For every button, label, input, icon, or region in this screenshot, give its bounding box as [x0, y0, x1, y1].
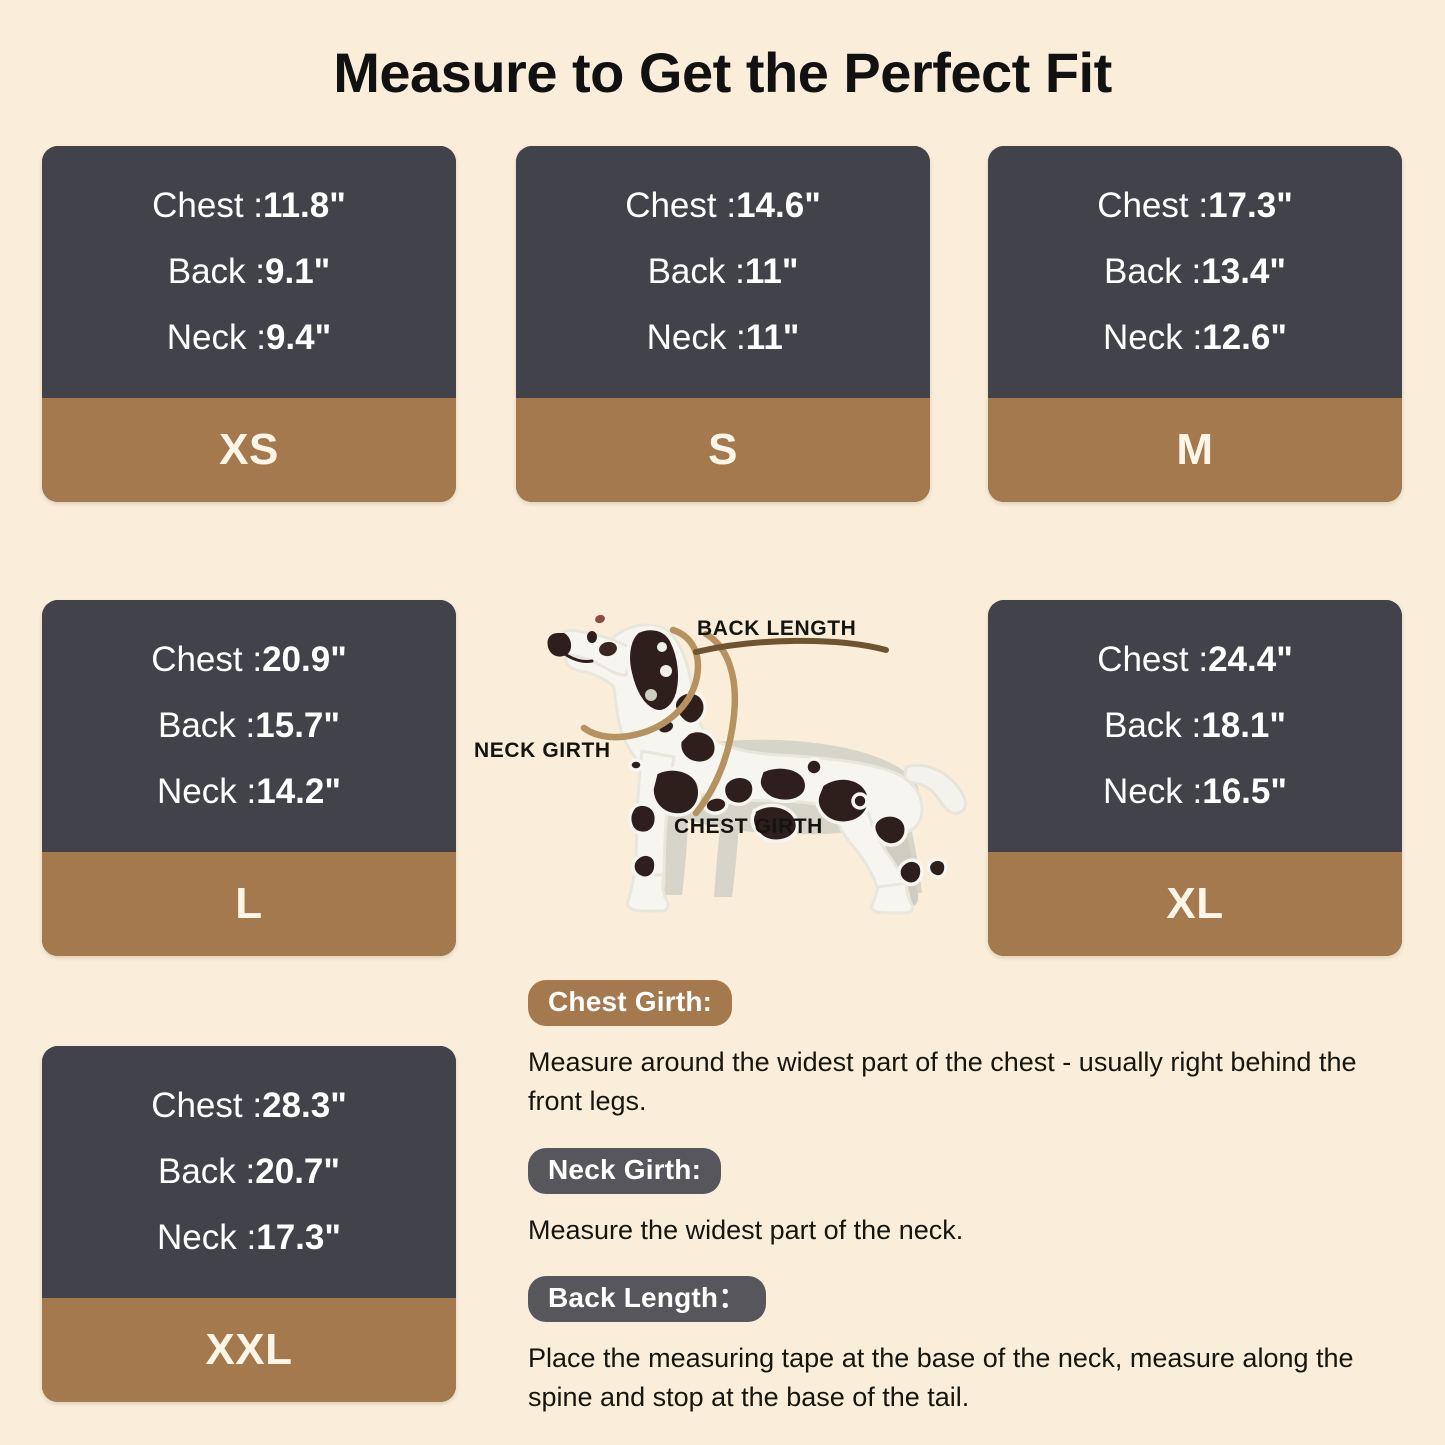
chest-label: Chest : [151, 1085, 263, 1125]
back-measurement: Back : 20.7" [158, 1138, 340, 1204]
neck-measurement: Neck : 9.4" [167, 304, 331, 370]
instruction-text-back-length: Place the measuring tape at the base of … [528, 1343, 1354, 1413]
diagram-label-back-length: BACK LENGTH [697, 617, 857, 640]
chest-label: Chest : [625, 185, 737, 225]
size-card-xxl[interactable]: Chest : 28.3" Back : 20.7" Neck : 17.3" … [42, 1046, 456, 1402]
instruction-pill-back-length: Back Length： [528, 1275, 767, 1323]
chest-label: Chest : [152, 185, 264, 225]
neck-label: Neck : [1103, 317, 1203, 357]
size-card-l[interactable]: Chest : 20.9" Back : 15.7" Neck : 14.2" … [42, 600, 456, 956]
back-label: Back : [158, 1151, 256, 1191]
instruction-neck-girth: Neck Girth: Measure the widest part of t… [528, 1147, 1408, 1250]
size-card-m[interactable]: Chest : 17.3" Back : 13.4" Neck : 12.6" … [988, 146, 1402, 502]
size-card-measurements: Chest : 17.3" Back : 13.4" Neck : 12.6" [988, 146, 1402, 398]
neck-value: 16.5" [1202, 771, 1287, 811]
neck-value: 12.6" [1202, 317, 1287, 357]
instruction-pill-neck-girth: Neck Girth: [528, 1147, 722, 1194]
instruction-chest-girth: Chest Girth: Measure around the widest p… [528, 980, 1408, 1122]
back-value: 13.4" [1201, 251, 1286, 291]
size-card-measurements: Chest : 24.4" Back : 18.1" Neck : 16.5" [988, 600, 1402, 852]
back-label: Back : [647, 251, 745, 291]
size-card-xl[interactable]: Chest : 24.4" Back : 18.1" Neck : 16.5" … [988, 600, 1402, 956]
chest-measurement: Chest : 14.6" [625, 172, 821, 238]
page-title: Measure to Get the Perfect Fit [333, 41, 1112, 104]
neck-value: 11" [745, 317, 800, 357]
neck-measurement: Neck : 14.2" [157, 758, 341, 824]
neck-measurement: Neck : 16.5" [1103, 758, 1287, 824]
neck-label: Neck : [166, 317, 266, 357]
chest-value: 11.8" [263, 185, 346, 225]
back-label: Back : [158, 705, 256, 745]
back-measurement: Back : 11" [648, 238, 799, 304]
neck-value: 14.2" [256, 771, 341, 811]
neck-label: Neck : [646, 317, 746, 357]
size-card-label: XXL [42, 1298, 456, 1402]
back-label: Back : [1104, 251, 1202, 291]
chest-label: Chest : [151, 639, 263, 679]
instruction-text-neck-girth: Measure the widest part of the neck. [528, 1214, 964, 1245]
back-measurement: Back : 13.4" [1104, 238, 1286, 304]
chest-label: Chest : [1097, 639, 1209, 679]
neck-label: Neck : [157, 1217, 257, 1257]
neck-label: Neck : [157, 771, 257, 811]
back-value: 18.1" [1201, 705, 1286, 745]
back-label: Back : [167, 251, 265, 291]
chest-label: Chest : [1097, 185, 1209, 225]
instruction-back-length: Back Length： Place the measuring tape at… [528, 1275, 1408, 1418]
back-value: 9.1" [265, 251, 331, 291]
diagram-label-chest-girth: CHEST GIRTH [674, 815, 823, 838]
neck-measurement: Neck : 12.6" [1103, 304, 1287, 370]
diagram-label-neck-girth: NECK GIRTH [474, 739, 611, 762]
chest-value: 14.6" [736, 185, 821, 225]
size-card-label: L [42, 852, 456, 956]
size-card-measurements: Chest : 20.9" Back : 15.7" Neck : 14.2" [42, 600, 456, 852]
instruction-pill-chest-girth: Chest Girth: [528, 980, 733, 1027]
back-value: 11" [744, 251, 799, 291]
back-value: 15.7" [255, 705, 340, 745]
chest-measurement: Chest : 28.3" [151, 1072, 347, 1138]
size-card-xs[interactable]: Chest : 11.8" Back : 9.1" Neck : 9.4" XS [42, 146, 456, 502]
chest-value: 24.4" [1208, 639, 1293, 679]
neck-measurement: Neck : 17.3" [157, 1204, 341, 1270]
size-card-s[interactable]: Chest : 14.6" Back : 11" Neck : 11" S [516, 146, 930, 502]
neck-value: 17.3" [256, 1217, 341, 1257]
chest-measurement: Chest : 24.4" [1097, 626, 1293, 692]
chest-measurement: Chest : 11.8" [152, 172, 346, 238]
size-card-measurements: Chest : 14.6" Back : 11" Neck : 11" [516, 146, 930, 398]
chest-value: 28.3" [262, 1085, 347, 1125]
back-measurement: Back : 15.7" [158, 692, 340, 758]
neck-label: Neck : [1103, 771, 1203, 811]
size-card-label: M [988, 398, 1402, 502]
back-label: Back : [1104, 705, 1202, 745]
chest-measurement: Chest : 17.3" [1097, 172, 1293, 238]
chest-measurement: Chest : 20.9" [151, 626, 347, 692]
back-measurement: Back : 18.1" [1104, 692, 1286, 758]
chest-value: 20.9" [262, 639, 347, 679]
size-card-measurements: Chest : 11.8" Back : 9.1" Neck : 9.4" [42, 146, 456, 398]
dog-measurement-diagram [466, 575, 986, 920]
instruction-text-chest-girth: Measure around the widest part of the ch… [528, 1047, 1357, 1117]
size-card-label: XL [988, 852, 1402, 956]
neck-measurement: Neck : 11" [647, 304, 800, 370]
size-card-label: S [516, 398, 930, 502]
size-card-measurements: Chest : 28.3" Back : 20.7" Neck : 17.3" [42, 1046, 456, 1298]
measuring-instructions: Chest Girth: Measure around the widest p… [528, 980, 1408, 1417]
back-value: 20.7" [255, 1151, 340, 1191]
back-measurement: Back : 9.1" [168, 238, 331, 304]
neck-value: 9.4" [265, 317, 332, 357]
size-card-label: XS [42, 398, 456, 502]
chest-value: 17.3" [1208, 185, 1293, 225]
